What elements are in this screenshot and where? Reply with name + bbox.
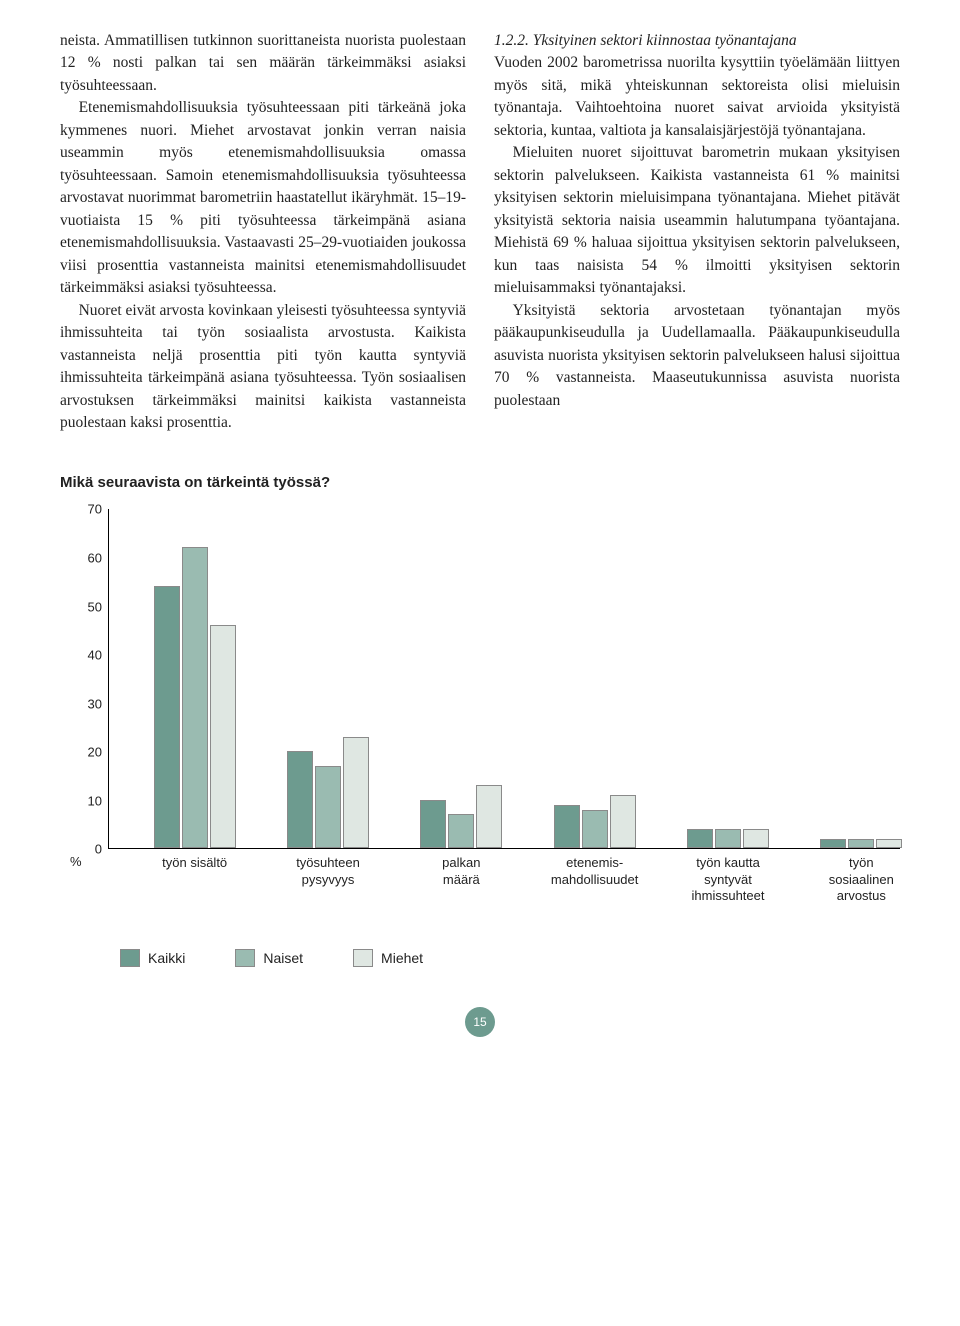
bar xyxy=(876,839,902,849)
bar xyxy=(420,800,446,849)
legend-label: Naiset xyxy=(263,950,303,966)
legend-item: Naiset xyxy=(235,949,303,967)
section-heading: 1.2.2. Yksityinen sektori kiinnostaa työ… xyxy=(494,30,900,52)
bar-group xyxy=(287,737,369,849)
x-label: työn sisältö xyxy=(131,855,258,871)
bar xyxy=(343,737,369,849)
bar xyxy=(154,586,180,848)
bar xyxy=(743,829,769,848)
right-column: 1.2.2. Yksityinen sektori kiinnostaa työ… xyxy=(494,30,900,434)
paragraph: Etenemismahdollisuuksia työsuhteessaan p… xyxy=(60,97,466,299)
y-tick: 60 xyxy=(88,551,102,566)
chart-title: Mikä seuraavista on tärkeintä työssä? xyxy=(60,474,900,491)
y-axis: 010203040506070 xyxy=(70,509,108,849)
y-tick: 0 xyxy=(95,842,102,857)
page-number: 15 xyxy=(473,1015,486,1029)
paragraph: Vuoden 2002 barometrissa nuorilta kysytt… xyxy=(494,52,900,142)
paragraph: Yksityistä sektoria arvostetaan työnanta… xyxy=(494,300,900,412)
bar-group xyxy=(687,829,769,848)
bar xyxy=(554,805,580,849)
legend-swatch xyxy=(120,949,140,967)
x-label: työnsosiaalinenarvostus xyxy=(798,855,925,904)
page-number-badge: 15 xyxy=(465,1007,495,1037)
legend-swatch xyxy=(235,949,255,967)
bar-group xyxy=(554,795,636,848)
legend-item: Kaikki xyxy=(120,949,185,967)
bar-chart: 010203040506070 työn sisältötyösuhteenpy… xyxy=(70,509,900,919)
bar-group xyxy=(820,839,902,849)
x-label: etenemis-mahdollisuudet xyxy=(531,855,658,888)
y-tick: 10 xyxy=(88,793,102,808)
bar xyxy=(287,751,313,848)
y-tick: 20 xyxy=(88,745,102,760)
percent-label: % xyxy=(70,854,82,869)
y-tick: 50 xyxy=(88,599,102,614)
paragraph: Mieluiten nuoret sijoittuvat barometrin … xyxy=(494,142,900,299)
bar xyxy=(715,829,741,848)
y-tick: 40 xyxy=(88,648,102,663)
plot-area xyxy=(108,509,900,849)
bar xyxy=(448,814,474,848)
left-column: neista. Ammatillisen tutkinnon suorittan… xyxy=(60,30,466,434)
paragraph: Nuoret eivät arvosta kovinkaan yleisesti… xyxy=(60,300,466,435)
text-columns: neista. Ammatillisen tutkinnon suorittan… xyxy=(60,30,900,434)
bar xyxy=(182,547,208,848)
bar xyxy=(210,625,236,848)
bar xyxy=(848,839,874,849)
bar xyxy=(820,839,846,849)
y-tick: 30 xyxy=(88,696,102,711)
bar-group xyxy=(420,785,502,848)
chart-legend: Kaikki Naiset Miehet xyxy=(120,949,900,967)
bar xyxy=(687,829,713,848)
x-label: työn kauttasyntyvätihmissuhteet xyxy=(664,855,791,904)
bar xyxy=(315,766,341,849)
legend-item: Miehet xyxy=(353,949,423,967)
bar xyxy=(610,795,636,848)
legend-label: Miehet xyxy=(381,950,423,966)
bar-group xyxy=(154,547,236,848)
bar xyxy=(582,810,608,849)
paragraph: neista. Ammatillisen tutkinnon suorittan… xyxy=(60,30,466,97)
x-axis-labels: työn sisältö työsuhteenpysyvyyspalkanmäär… xyxy=(108,849,900,919)
x-label: palkanmäärä xyxy=(398,855,525,888)
page-footer: 15 xyxy=(60,1007,900,1037)
x-label: työsuhteenpysyvyys xyxy=(264,855,391,888)
y-tick: 70 xyxy=(88,502,102,517)
bar xyxy=(476,785,502,848)
legend-swatch xyxy=(353,949,373,967)
legend-label: Kaikki xyxy=(148,950,185,966)
